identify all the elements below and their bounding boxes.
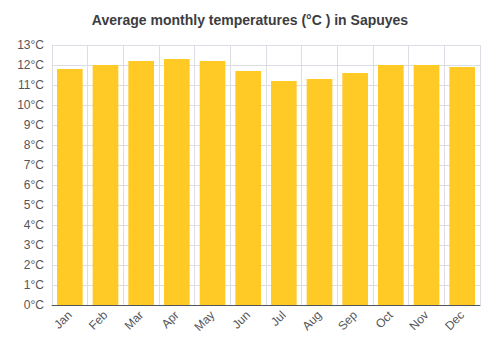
svg-text:0°C: 0°C (24, 298, 44, 312)
svg-text:Aug: Aug (299, 308, 324, 333)
svg-text:13°C: 13°C (17, 38, 44, 52)
svg-text:Oct: Oct (373, 308, 397, 332)
svg-text:Jan: Jan (51, 308, 75, 332)
svg-text:6°C: 6°C (24, 178, 44, 192)
svg-text:Average monthly temperatures (: Average monthly temperatures (°C ) in Sa… (92, 12, 408, 28)
svg-text:8°C: 8°C (24, 138, 44, 152)
svg-text:Dec: Dec (442, 308, 467, 333)
svg-text:7°C: 7°C (24, 158, 44, 172)
svg-text:2°C: 2°C (24, 258, 44, 272)
svg-text:Nov: Nov (406, 308, 431, 333)
svg-text:Sep: Sep (335, 308, 360, 333)
svg-text:9°C: 9°C (24, 118, 44, 132)
svg-text:Feb: Feb (86, 308, 111, 333)
svg-text:Mar: Mar (122, 308, 147, 332)
svg-text:Jun: Jun (230, 308, 254, 332)
svg-text:11°C: 11°C (18, 78, 44, 92)
svg-text:Apr: Apr (159, 308, 182, 331)
svg-text:Jul: Jul (268, 308, 289, 329)
svg-text:1°C: 1°C (24, 278, 44, 292)
svg-text:5°C: 5°C (24, 198, 44, 212)
svg-text:12°C: 12°C (17, 58, 44, 72)
svg-text:3°C: 3°C (24, 238, 44, 252)
svg-text:4°C: 4°C (24, 218, 44, 232)
svg-text:10°C: 10°C (17, 98, 44, 112)
svg-text:May: May (192, 308, 218, 334)
